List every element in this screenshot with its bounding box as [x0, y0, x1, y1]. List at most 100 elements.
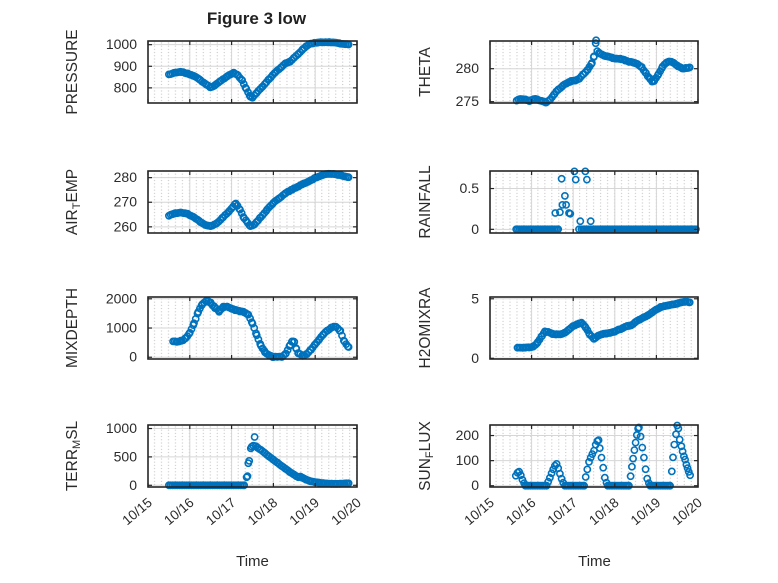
data-point [685, 298, 694, 307]
x-tick-label: 10/18 [245, 495, 281, 528]
data-point [580, 481, 588, 490]
data-point [185, 328, 194, 337]
x-tick-label: 10/15 [119, 495, 155, 528]
y-tick-label: 280 [114, 169, 138, 185]
data-point [683, 464, 692, 473]
series-air-temp [164, 169, 353, 230]
y-axis-label-h2omixra: H2OMIXRA [417, 287, 434, 369]
data-point [682, 460, 691, 469]
y-tick-label: 500 [114, 448, 138, 464]
x-tick-label: 10/16 [161, 495, 197, 528]
plot-area [490, 171, 698, 233]
subplot-sun-flux: 0 100 200 SUNFLUX 10/15 10/16 10/17 10/18 10/19 1… [417, 421, 705, 528]
y-tick-label: 1000 [106, 420, 137, 436]
series-sun-flux [511, 421, 694, 490]
data-point [628, 462, 636, 471]
y-tick-label: 0 [471, 221, 479, 237]
data-point [681, 455, 689, 464]
axes-box [489, 40, 699, 104]
y-tick-label: 0 [471, 477, 479, 493]
y-axis-label-rainfall: RAINFALL [417, 165, 434, 239]
data-point [583, 175, 591, 184]
y-axis-label-pressure: PRESSURE [64, 29, 81, 114]
data-point [675, 435, 684, 444]
data-point [546, 473, 554, 482]
figure-title: Figure 3 low [206, 9, 307, 28]
axes-box [147, 40, 358, 104]
data-point [629, 454, 637, 463]
series-theta [512, 36, 694, 107]
tick-marks [489, 297, 699, 359]
data-point [238, 76, 246, 85]
data-point [549, 465, 558, 474]
axes-box [489, 424, 699, 488]
x-tick-label: 10/16 [503, 495, 539, 528]
data-point [667, 467, 676, 476]
data-point [344, 343, 353, 351]
y-tick-label: 270 [114, 194, 138, 210]
y-tick-label: 800 [114, 79, 138, 95]
axes-box [489, 296, 699, 360]
data-point [344, 173, 353, 182]
data-point [586, 217, 595, 226]
y-axis-label-air-temp: AIRTEMP [64, 169, 83, 235]
subplot-h2omixra: 0 5 H2OMIXRA [417, 287, 699, 369]
data-point [636, 432, 645, 441]
tick-marks [147, 171, 358, 233]
data-point [566, 209, 575, 218]
subplot-theta: 275 280 THETA [417, 36, 699, 109]
x-axis-label-left: Time [236, 553, 269, 570]
data-point [643, 474, 652, 483]
subplot-terr-msl: 0 500 1000 TERRMSL 10/15 10/16 10/17 10/18 10/19… [64, 420, 364, 528]
y-tick-label: 280 [456, 60, 480, 76]
data-point [551, 209, 560, 217]
x-tick-label: 10/17 [203, 495, 239, 528]
y-axis-label-sun-flux: SUNFLUX [417, 421, 436, 491]
data-point [544, 477, 553, 486]
x-tick-label: 10/18 [586, 495, 622, 528]
tick-marks [489, 171, 699, 233]
subplot-air-temp: 260 270 280 AIRTEMP [64, 169, 358, 235]
data-point [240, 481, 248, 490]
data-point [595, 444, 604, 452]
data-point [590, 52, 598, 61]
data-point [625, 481, 633, 490]
y-tick-label: 260 [114, 218, 138, 234]
data-point [591, 39, 600, 48]
data-point [558, 200, 567, 209]
data-point [248, 319, 257, 328]
y-tick-label: 0 [471, 350, 479, 366]
subplot-rainfall: 0 0.5 RAINFALL [417, 165, 700, 239]
data-point [585, 457, 593, 466]
data-point [626, 472, 635, 481]
data-point [581, 473, 590, 481]
series-pressure [164, 38, 353, 102]
data-point [597, 453, 606, 462]
data-point [190, 319, 198, 328]
data-point [599, 463, 608, 472]
data-point [552, 459, 561, 468]
data-point [640, 453, 648, 462]
data-point [516, 471, 525, 480]
data-point [666, 481, 674, 490]
data-point [245, 456, 254, 465]
subplot-pressure: 800 900 1000 PRESSURE [64, 29, 358, 115]
major-grid [148, 297, 357, 359]
data-point [638, 443, 647, 452]
y-axis-label-terr-msl: TERRMSL [64, 420, 83, 491]
series-h2omixra [513, 297, 694, 352]
data-point [583, 465, 592, 474]
data-point [561, 191, 569, 200]
data-point [677, 442, 686, 451]
tick-marks [147, 425, 358, 487]
data-point [571, 175, 580, 184]
tick-marks [489, 425, 699, 487]
data-point [630, 446, 639, 454]
data-point [547, 469, 556, 478]
tick-marks [147, 41, 358, 103]
data-point [641, 465, 650, 474]
axes-box [489, 170, 699, 234]
y-tick-label: 900 [114, 58, 138, 74]
